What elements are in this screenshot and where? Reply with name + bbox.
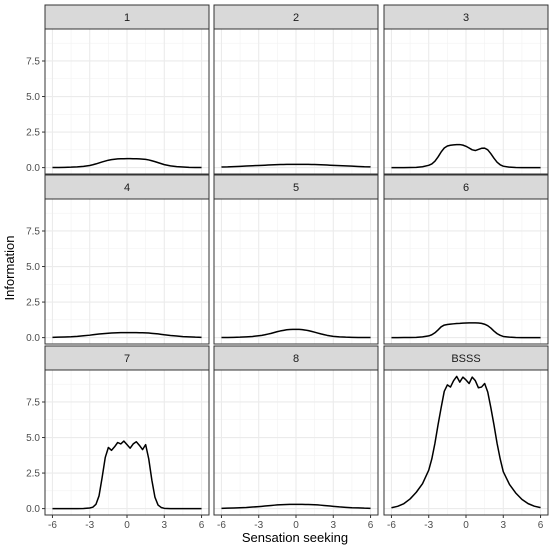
- panel-border: [44, 28, 210, 175]
- panel-5: 5: [213, 174, 379, 345]
- facet-strip: [383, 345, 549, 371]
- information-curve-7: [52, 440, 202, 510]
- information-curve-1: [52, 157, 202, 169]
- facet-label: 1: [124, 12, 130, 24]
- facet-strip: [44, 174, 210, 200]
- panel-6: 6: [383, 174, 549, 345]
- x-tick-label: -3: [254, 520, 263, 531]
- facet-panels: 1 0.0 2.5 5.0 7.5 2 3 4 0.0 2.5 5.0 7.5 5 6 7 0.0 2.5 5.0…: [26, 4, 549, 531]
- x-tick-label: 3: [330, 520, 336, 531]
- y-tick-label: 7.5: [26, 397, 40, 408]
- facet-label: 2: [293, 12, 299, 24]
- panel-3: 3: [383, 4, 549, 175]
- facet-label: 8: [293, 353, 299, 365]
- x-tick-label: -3: [424, 520, 433, 531]
- facet-label: 3: [463, 12, 469, 24]
- panel-7: 7 0.0 2.5 5.0 7.5 -6 -3 0 3 6: [26, 345, 210, 531]
- panel-border: [213, 28, 379, 175]
- x-tick-label: 0: [463, 520, 469, 531]
- facet-label: 4: [124, 182, 130, 194]
- panel-border: [383, 28, 549, 175]
- x-tick-label: -6: [48, 520, 57, 531]
- facet-label: 6: [463, 182, 469, 194]
- information-curve-5: [221, 328, 371, 339]
- x-tick-label: -6: [387, 520, 396, 531]
- y-tick-label: 0.0: [26, 333, 40, 344]
- panel-1: 1 0.0 2.5 5.0 7.5: [26, 4, 210, 175]
- x-tick-label: 0: [124, 520, 130, 531]
- x-tick-label: 6: [199, 520, 205, 531]
- facet-strip: [44, 345, 210, 371]
- facet-label: BSSS: [451, 353, 480, 365]
- facet-label: 5: [293, 182, 299, 194]
- y-tick-label: 5.0: [26, 433, 40, 444]
- x-tick-label: 6: [368, 520, 374, 531]
- x-tick-label: 6: [538, 520, 544, 531]
- x-axis-title: Sensation seeking: [242, 530, 348, 545]
- y-tick-label: 5.0: [26, 262, 40, 273]
- y-tick-label: 0.0: [26, 163, 40, 174]
- y-tick-label: 7.5: [26, 56, 40, 67]
- information-curve-4: [52, 331, 202, 339]
- panel-2: 2: [213, 4, 379, 175]
- facet-label: 7: [124, 353, 130, 365]
- y-tick-label: 2.5: [26, 298, 40, 309]
- x-tick-label: 3: [500, 520, 506, 531]
- y-tick-label: 5.0: [26, 92, 40, 103]
- panel-border: [383, 198, 549, 345]
- x-tick-label: -3: [85, 520, 94, 531]
- y-tick-label: 2.5: [26, 128, 40, 139]
- panel-4: 4 0.0 2.5 5.0 7.5: [26, 174, 210, 345]
- x-tick-label: 3: [161, 520, 167, 531]
- x-tick-label: -6: [217, 520, 226, 531]
- information-curve-2: [221, 163, 371, 168]
- information-curve-8: [221, 503, 371, 510]
- facet-strip: [213, 345, 379, 371]
- panel-border: [213, 198, 379, 345]
- y-tick-label: 7.5: [26, 226, 40, 237]
- facet-strip: [44, 4, 210, 30]
- y-axis-title: Information: [2, 235, 17, 300]
- facet-strip: [383, 4, 549, 30]
- facet-strip: [213, 174, 379, 200]
- facet-strip: [383, 174, 549, 200]
- panel-BSSS: BSSS -6 -3 0 3 6: [383, 345, 549, 531]
- information-curve-6: [391, 322, 541, 339]
- information-curve-3: [391, 143, 541, 169]
- information-curve-BSSS: [391, 375, 541, 509]
- panel-8: 8 -6 -3 0 3 6: [213, 345, 379, 531]
- y-tick-label: 2.5: [26, 469, 40, 480]
- x-tick-label: 0: [293, 520, 299, 531]
- y-tick-label: 0.0: [26, 504, 40, 515]
- panel-border: [44, 198, 210, 345]
